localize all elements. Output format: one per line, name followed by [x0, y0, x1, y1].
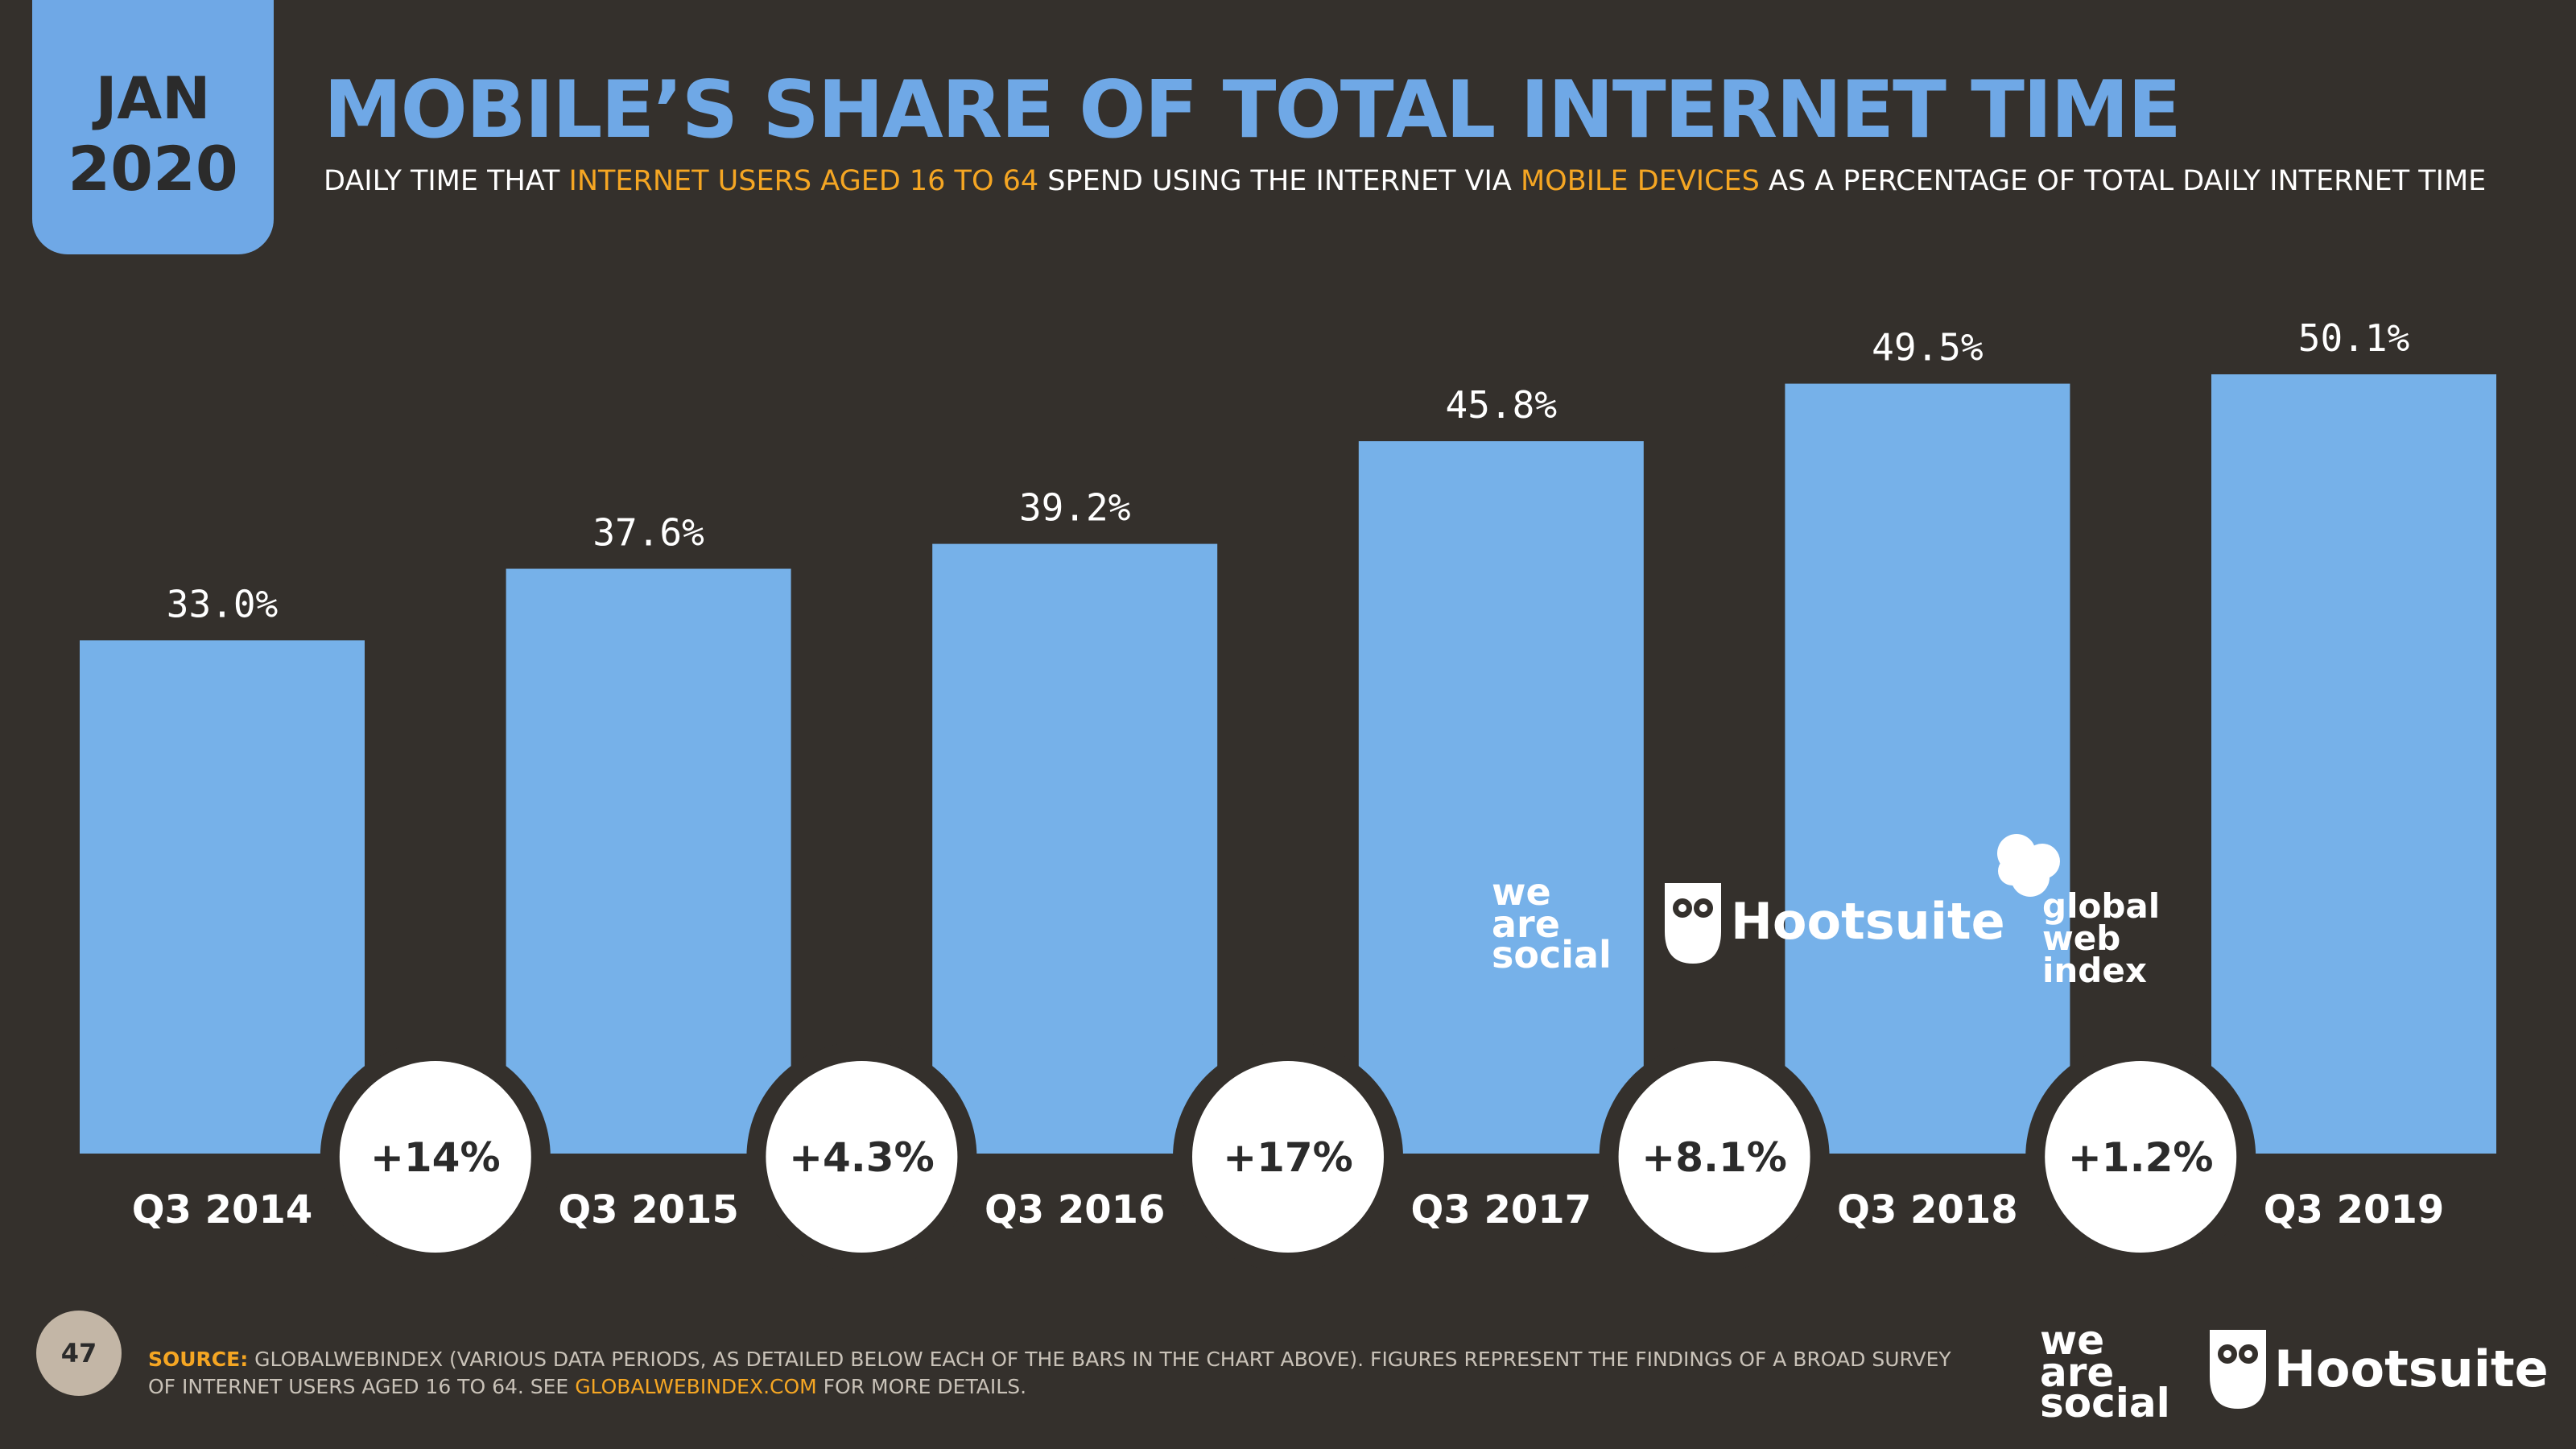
- growth-label: +14%: [370, 1134, 501, 1181]
- footer-owl-icon: [2210, 1330, 2266, 1409]
- source-note: SOURCE: GLOBALWEBINDEX (VARIOUS DATA PER…: [148, 1346, 1984, 1400]
- logo-was-we: we: [1492, 870, 1551, 914]
- logo-gwi-global: global: [2042, 886, 2160, 926]
- hootsuite-logo: Hootsuite: [1665, 883, 2005, 964]
- growth-label: +8.1%: [1641, 1134, 1787, 1181]
- category-label: Q3 2017: [1411, 1187, 1592, 1232]
- owl-icon: [1665, 883, 1721, 964]
- growth-label: +1.2%: [2068, 1134, 2214, 1181]
- page-number: 47: [36, 1311, 122, 1396]
- subtitle-part-2: SPEND USING THE INTERNET VIA: [1038, 165, 1521, 197]
- bar-q3-2014: [80, 640, 365, 1154]
- source-link[interactable]: GLOBALWEBINDEX.COM: [575, 1374, 817, 1398]
- bar-q3-2017: [1358, 441, 1644, 1154]
- subtitle-highlight-2: MOBILE DEVICES: [1520, 165, 1760, 197]
- value-label: 39.2%: [1019, 486, 1130, 530]
- subtitle-part-3: AS A PERCENTAGE OF TOTAL DAILY INTERNET …: [1759, 165, 2487, 197]
- cloud-icon: [1997, 834, 2060, 897]
- value-label: 50.1%: [2298, 316, 2409, 360]
- growth-badge: [1192, 1061, 1384, 1253]
- value-label: 49.5%: [1872, 326, 1983, 369]
- logo-was-are: are: [1492, 902, 1560, 946]
- footer-logo-was-social: social: [2040, 1380, 2170, 1426]
- subtitle-part-1: DAILY TIME THAT: [324, 165, 569, 197]
- bar-q3-2015: [506, 568, 791, 1154]
- logo-was-social: social: [1492, 933, 1612, 976]
- category-label: Q3 2019: [2264, 1187, 2445, 1232]
- bar-q3-2019: [2211, 374, 2496, 1154]
- category-label: Q3 2015: [558, 1187, 739, 1232]
- growth-badge: [2045, 1061, 2237, 1253]
- page-title: MOBILE’S SHARE OF TOTAL INTERNET TIME: [324, 64, 2182, 156]
- value-label: 37.6%: [592, 511, 704, 555]
- footer-hootsuite-logo: Hootsuite: [2210, 1330, 2549, 1409]
- value-label: 45.8%: [1446, 383, 1557, 427]
- growth-label: +17%: [1223, 1134, 1353, 1181]
- we-are-social-logo: we are social: [1492, 870, 1612, 976]
- source-text: GLOBALWEBINDEX (VARIOUS DATA PERIODS, AS…: [148, 1348, 1951, 1398]
- bar-q3-2016: [932, 543, 1218, 1154]
- value-label: 33.0%: [167, 582, 278, 625]
- source-label: SOURCE:: [148, 1348, 249, 1371]
- growth-badge: [766, 1061, 958, 1253]
- logo-hootsuite-text: Hootsuite: [1731, 892, 2005, 951]
- category-label: Q3 2014: [132, 1187, 313, 1232]
- globalwebindex-logo: global web index: [1997, 834, 2160, 990]
- footer-logo-was-are: are: [2040, 1349, 2114, 1396]
- badge-year: 2020: [68, 133, 238, 204]
- growth-badge: [339, 1061, 531, 1253]
- date-badge: JAN 2020: [32, 0, 274, 254]
- growth-badge: [1618, 1061, 1810, 1253]
- badge-month: JAN: [95, 64, 211, 132]
- page-subtitle: DAILY TIME THAT INTERNET USERS AGED 16 T…: [324, 164, 2486, 198]
- category-label: Q3 2018: [1837, 1187, 2018, 1232]
- logo-gwi-index: index: [2042, 951, 2147, 990]
- bars-layer: [80, 374, 2496, 1154]
- source-end: FOR MORE DETAILS.: [816, 1374, 1027, 1398]
- growth-label: +4.3%: [789, 1134, 935, 1181]
- footer-we-are-social-logo: we are social: [2040, 1317, 2170, 1426]
- bar-q3-2018: [1785, 383, 2070, 1154]
- labels-layer: 33.0% Q3 2014 37.6% Q3 2015 39.2% Q3 2016 45.8…: [132, 316, 2445, 1272]
- footer-logo-was-we: we: [2040, 1317, 2104, 1364]
- footer-logo-hootsuite-text: Hootsuite: [2274, 1340, 2549, 1398]
- logo-gwi-web: web: [2042, 919, 2120, 958]
- category-label: Q3 2016: [985, 1187, 1166, 1232]
- subtitle-highlight-1: INTERNET USERS AGED 16 TO 64: [568, 165, 1039, 197]
